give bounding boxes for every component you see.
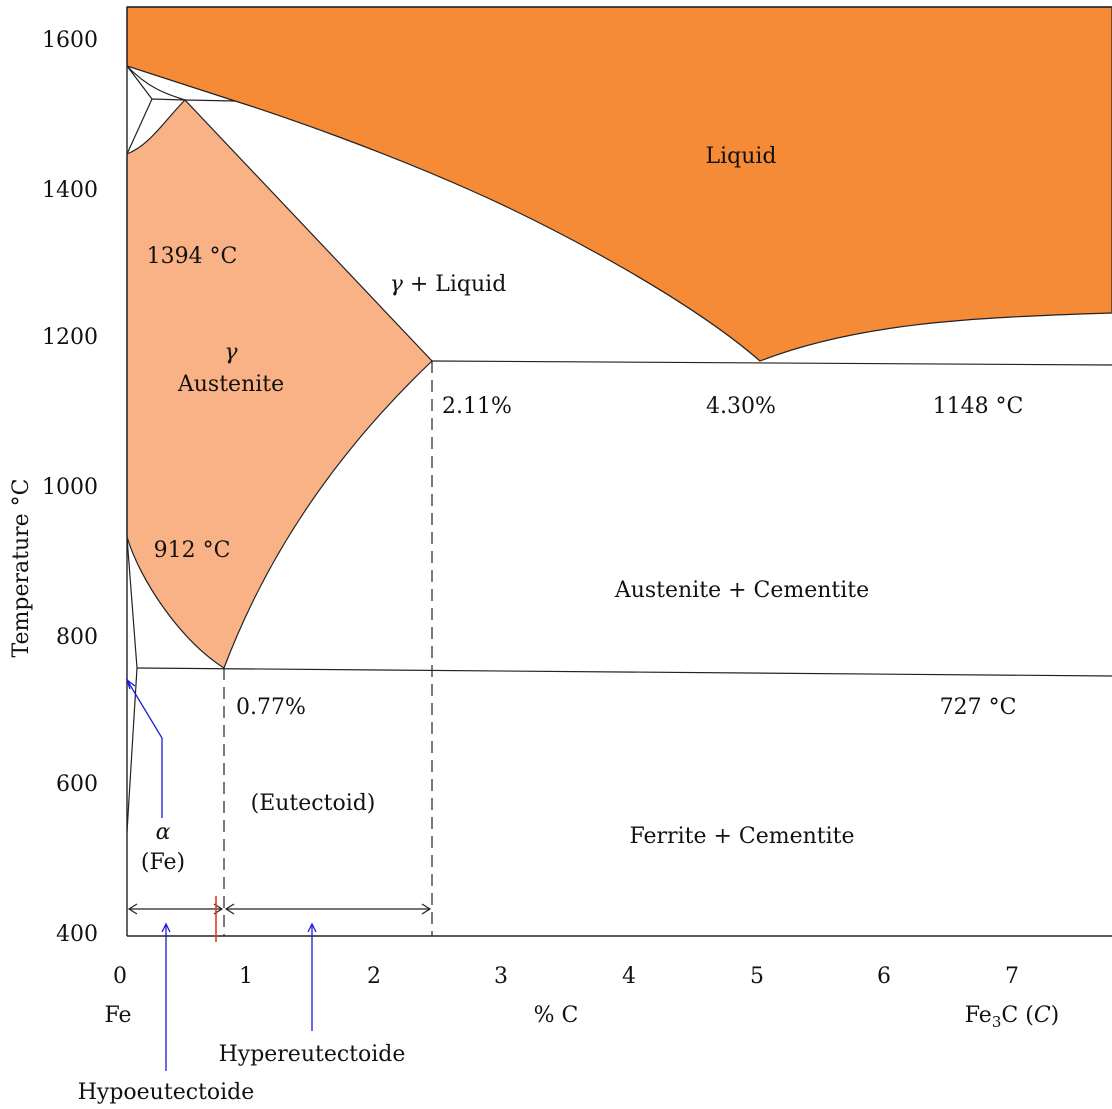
alpha-pointer-arrow [125,678,163,818]
hyper-pointer-arrow [307,922,317,1031]
carbon-2-11-label: 2.11% [442,394,512,419]
hypo-pointer-arrow [161,922,171,1071]
x-tick-4: 4 [622,964,636,989]
alpha-symbol: α [156,820,171,845]
y-tick-1000: 1000 [42,475,98,500]
x-tick-5: 5 [750,964,764,989]
hyper-range-arrow [224,903,432,915]
y-tick-1400: 1400 [42,178,98,203]
x-tick-0: 0 [113,964,127,989]
alpha-fe-label: (Fe) [141,850,185,875]
y-tick-1600: 1600 [42,28,98,53]
eutectoid-label: (Eutectoid) [251,791,376,816]
y-axis-label: Temperature °C [9,479,34,658]
temp-1394-label: 1394 °C [147,244,238,269]
liquid-region [126,6,1112,362]
liquid-label: Liquid [705,144,776,169]
x-tick-labels: 0 1 2 3 4 5 6 7 [113,964,1019,989]
hypoeutectoide-label: Hypoeutectoide [78,1080,255,1105]
alpha-region-lines [126,536,138,833]
y-tick-labels: 1600 1400 1200 1000 800 600 400 [42,28,98,947]
austenite-cementite-label: Austenite + Cementite [614,578,869,603]
y-tick-800: 800 [56,625,98,650]
x-right-label-fe3c: Fe3C (C) [965,1003,1060,1031]
hypo-range-arrow [127,903,224,915]
x-tick-2: 2 [367,964,381,989]
gamma-liquid-label: γ + Liquid [390,272,507,297]
carbon-0-77-label: 0.77% [236,695,306,720]
eutectic-line [431,360,1112,366]
temp-727-label: 727 °C [940,695,1017,720]
x-tick-6: 6 [877,964,891,989]
temp-912-label: 912 °C [154,538,231,563]
y-tick-600: 600 [56,772,98,797]
eutectoid-line [136,667,1112,677]
x-tick-3: 3 [494,964,508,989]
austenite-label: Austenite [177,372,284,397]
temp-1148-label: 1148 °C [933,394,1024,419]
y-tick-1200: 1200 [42,325,98,350]
carbon-4-30-label: 4.30% [706,394,776,419]
x-axis-label: % C [534,1003,579,1028]
x-tick-1: 1 [239,964,253,989]
gamma-symbol: γ [224,340,238,365]
ferrite-cementite-label: Ferrite + Cementite [629,824,854,849]
x-left-label-fe: Fe [104,1003,131,1028]
delta-region-lines [126,65,236,155]
y-tick-400: 400 [56,922,98,947]
hypereutectoide-label: Hypereutectoide [219,1042,406,1067]
austenite-region [126,99,433,669]
x-tick-7: 7 [1005,964,1019,989]
axes-frame [126,6,1112,937]
